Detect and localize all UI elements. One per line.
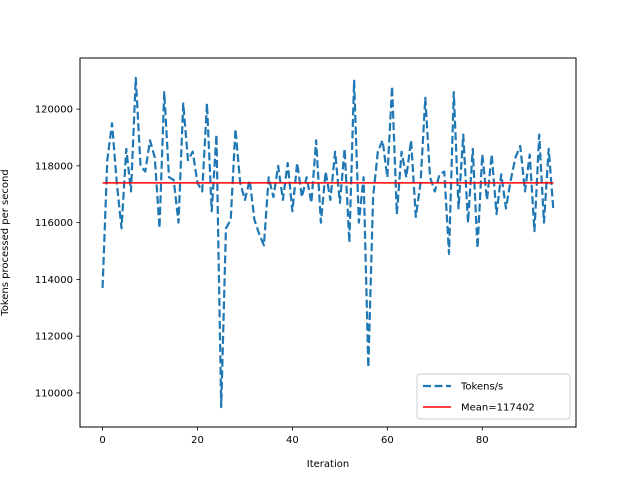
y-tick-label: 110000 [35,388,73,399]
x-axis: 0 20 40 60 80 [99,427,489,446]
y-axis: 110000 112000 114000 116000 118000 120000 [35,105,80,399]
legend-label-0: Tokens/s [460,382,503,393]
plot-area [101,76,555,409]
y-tick-label: 116000 [35,218,73,229]
y-tick-label: 118000 [35,161,73,172]
x-tick-label: 0 [99,435,105,446]
x-tick-label: 40 [286,435,299,446]
x-tick-label: 80 [476,435,489,446]
y-tick-label: 112000 [35,332,73,343]
x-tick-label: 60 [381,435,394,446]
x-tick-label: 20 [191,435,204,446]
axes-frame [79,57,577,428]
y-tick-label: 120000 [35,105,73,116]
legend: Tokens/s Mean=117402 [416,373,571,420]
series-line-0 [101,76,555,409]
y-axis-label: Tokens processed per second [0,169,11,316]
y-tick-label: 114000 [35,275,73,286]
legend-label-1: Mean=117402 [461,403,535,414]
legend-box [416,373,571,420]
x-axis-label: Iteration [307,459,349,470]
